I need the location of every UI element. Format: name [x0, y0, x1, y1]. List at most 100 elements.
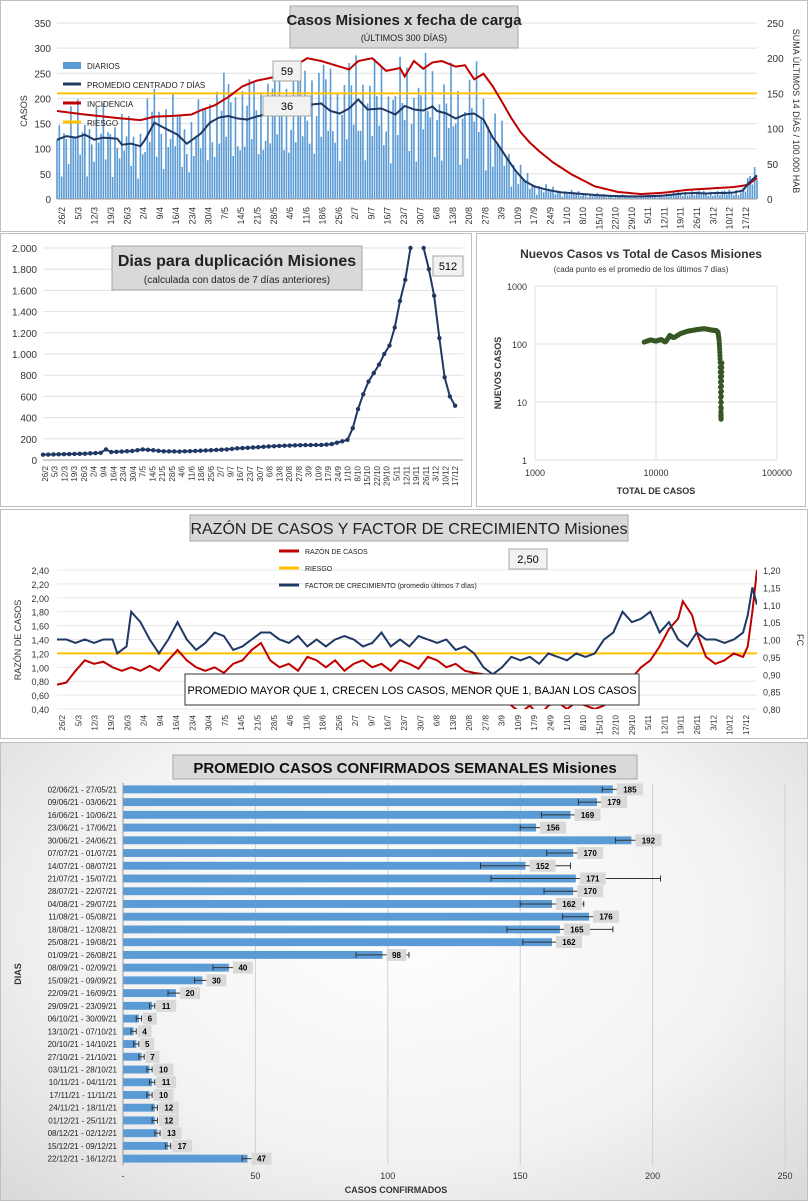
daily-bar: [679, 193, 682, 199]
doubling-point: [313, 442, 319, 448]
daily-bar: [459, 164, 462, 199]
doubling-point: [452, 403, 458, 408]
daily-bar: [524, 180, 527, 199]
doubling-point: [250, 445, 256, 450]
value-label-box: [156, 1076, 177, 1089]
daily-bar: [668, 196, 670, 199]
y-axis-label: NUEVOS CASOS: [493, 337, 503, 410]
daily-bar: [661, 196, 663, 199]
daily-bar: [211, 142, 214, 199]
doubling-point: [426, 267, 432, 272]
daily-bar: [276, 134, 279, 199]
doubling-callout-box: [432, 255, 464, 277]
value-label: 11: [162, 1078, 171, 1087]
value-label-box: [579, 872, 606, 885]
category-label: 09/06/21 - 03/06/21: [48, 798, 118, 807]
doubling-point: [145, 447, 151, 453]
category-label: 08/09/21 - 02/09/21: [48, 964, 118, 973]
value-label: 30: [212, 976, 221, 985]
daily-bar: [445, 103, 448, 199]
x-tick-label: 200: [645, 1171, 660, 1181]
daily-bar: [348, 63, 350, 199]
daily-bar: [111, 176, 114, 199]
x-tick-label: 23/7: [246, 465, 255, 481]
daily-bar: [566, 193, 568, 199]
value-label-box: [179, 987, 200, 1000]
note-box: [184, 673, 640, 706]
daily-bar: [649, 196, 652, 199]
daily-bar: [464, 111, 466, 199]
daily-bar: [336, 92, 339, 199]
doubling-point: [56, 452, 61, 457]
legend-swatch: [63, 62, 81, 69]
x-tick-label: 2/7: [350, 207, 360, 220]
weekly-bar: [123, 1116, 155, 1125]
daily-bar: [297, 81, 299, 199]
scatter-point: [718, 411, 724, 418]
value-label: 98: [392, 951, 401, 960]
x-tick-label: 3/12: [709, 714, 718, 730]
x-tick-label: 3/9: [497, 207, 507, 220]
x-tick-label: 8/10: [578, 207, 588, 225]
doubling-point: [124, 449, 130, 454]
x-tick-label: 16/7: [384, 714, 393, 730]
x-tick-label: 10/12: [725, 207, 735, 230]
x-tick-label: 24/9: [334, 465, 343, 481]
daily-bar: [139, 133, 142, 199]
category-label: 17/11/21 - 11/11/21: [49, 1091, 117, 1100]
y2-tick-label: 100: [767, 125, 784, 136]
daily-bar: [684, 191, 686, 199]
daily-bar: [447, 127, 450, 199]
x-tick-label: 12/3: [60, 465, 69, 481]
legend-label: PROMEDIO CENTRADO 7 DÍAS: [87, 81, 205, 90]
x-tick-label: 50: [250, 1171, 260, 1181]
value-label: 12: [164, 1104, 173, 1113]
scatter-point: [718, 405, 724, 412]
value-label: 185: [623, 785, 637, 794]
daily-bar: [86, 176, 88, 199]
x-tick-label: -: [122, 1171, 125, 1181]
daily-bar: [584, 194, 587, 199]
doubling-point: [182, 449, 187, 454]
daily-bar: [526, 173, 529, 199]
category-label: 23/06/21 - 17/06/21: [48, 824, 118, 833]
daily-bar: [334, 142, 336, 199]
weekly-bar: [123, 1141, 169, 1150]
daily-bar: [144, 151, 146, 199]
doubling-point: [114, 449, 119, 454]
x-tick-label: 100000: [762, 468, 792, 478]
value-label-box: [577, 847, 604, 860]
daily-bar: [723, 190, 726, 199]
value-label-box: [574, 808, 601, 821]
y-tick-label: 1.600: [12, 286, 37, 297]
daily-bar: [292, 78, 295, 199]
daily-bar: [624, 196, 626, 199]
value-label: 13: [167, 1129, 176, 1138]
daily-bar: [209, 104, 211, 199]
daily-bar: [406, 67, 408, 200]
x-tick-label: 23/4: [188, 714, 197, 730]
daily-bar: [230, 102, 232, 199]
weekly-bar: [123, 1052, 142, 1061]
daily-bar: [285, 88, 288, 199]
incidence-callout-box: [272, 60, 302, 82]
daily-bar: [663, 196, 666, 199]
x-tick-label: 15/10: [594, 207, 604, 230]
x-tick-label: 7/5: [221, 714, 230, 726]
category-label: 06/10/21 - 30/09/21: [48, 1015, 118, 1024]
doubling-point: [240, 445, 245, 451]
daily-bar: [121, 113, 123, 199]
y-tick-label: 1.000: [12, 350, 37, 361]
daily-bar: [218, 143, 221, 199]
daily-bar: [107, 132, 109, 199]
daily-bar: [160, 133, 163, 199]
daily-bar: [600, 194, 603, 199]
doubling-point: [397, 298, 403, 304]
x-tick-label: 10000: [643, 468, 668, 478]
daily-bar: [114, 127, 116, 199]
scatter-point: [719, 360, 725, 366]
scatter-point: [718, 378, 725, 384]
value-label: 170: [583, 849, 597, 858]
daily-bar: [709, 191, 712, 199]
x-tick-label: 10/12: [726, 714, 735, 735]
